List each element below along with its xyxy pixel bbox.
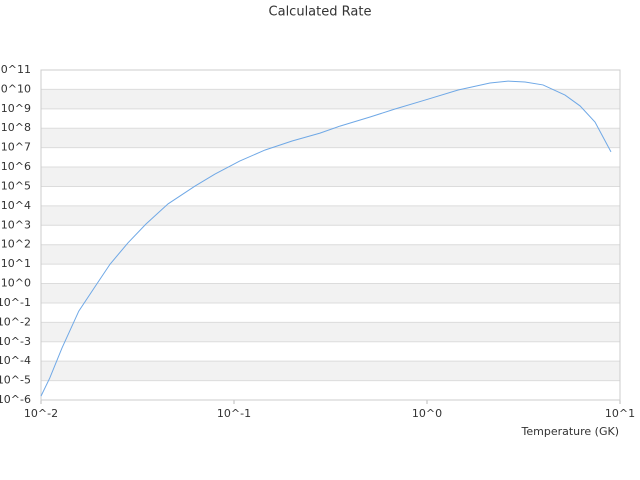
grid-band bbox=[41, 322, 620, 342]
x-tick-label: 10^-2 bbox=[24, 407, 58, 420]
y-tick-label: 10^11 bbox=[0, 63, 31, 76]
y-tick-label: 10^5 bbox=[1, 179, 31, 192]
plot-border bbox=[40, 69, 621, 401]
grid-band bbox=[41, 283, 620, 303]
y-tick-label: 10^6 bbox=[1, 160, 31, 173]
line bbox=[40, 80, 612, 397]
y-tick-label: 10^8 bbox=[1, 121, 31, 134]
chart-title: Calculated Rate bbox=[269, 5, 372, 20]
grid-band bbox=[41, 128, 620, 148]
grid-band bbox=[41, 244, 620, 265]
y-tick-label: 10^-3 bbox=[0, 335, 31, 348]
y-tick-label: 10^-4 bbox=[0, 354, 31, 367]
x-tick-label: 10^1 bbox=[605, 407, 635, 420]
y-tick-label: 10^0 bbox=[1, 277, 31, 290]
y-tick-label: 10^7 bbox=[1, 141, 31, 154]
grid-band bbox=[41, 167, 620, 187]
grid-band bbox=[41, 89, 620, 109]
y-tick-label: 10^9 bbox=[1, 102, 31, 115]
y-tick-label: 10^-5 bbox=[0, 374, 31, 387]
y-tick-label: 10^-1 bbox=[0, 296, 31, 309]
grid-band bbox=[41, 361, 620, 381]
y-tick-label: 10^2 bbox=[1, 238, 31, 251]
grid-band bbox=[41, 205, 620, 226]
x-tick-label: 10^0 bbox=[412, 407, 442, 420]
y-tick-label: 10^-2 bbox=[0, 315, 31, 328]
x-axis-label: Temperature (GK) bbox=[521, 425, 620, 438]
y-tick-label: 10^4 bbox=[1, 199, 31, 212]
y-tick-label: 10^-6 bbox=[0, 393, 31, 406]
x-tick-label: 10^-1 bbox=[217, 407, 251, 420]
y-tick-label: 10^3 bbox=[1, 218, 31, 231]
y-tick-label: 10^1 bbox=[1, 257, 31, 270]
y-tick-label: 10^10 bbox=[0, 82, 31, 95]
